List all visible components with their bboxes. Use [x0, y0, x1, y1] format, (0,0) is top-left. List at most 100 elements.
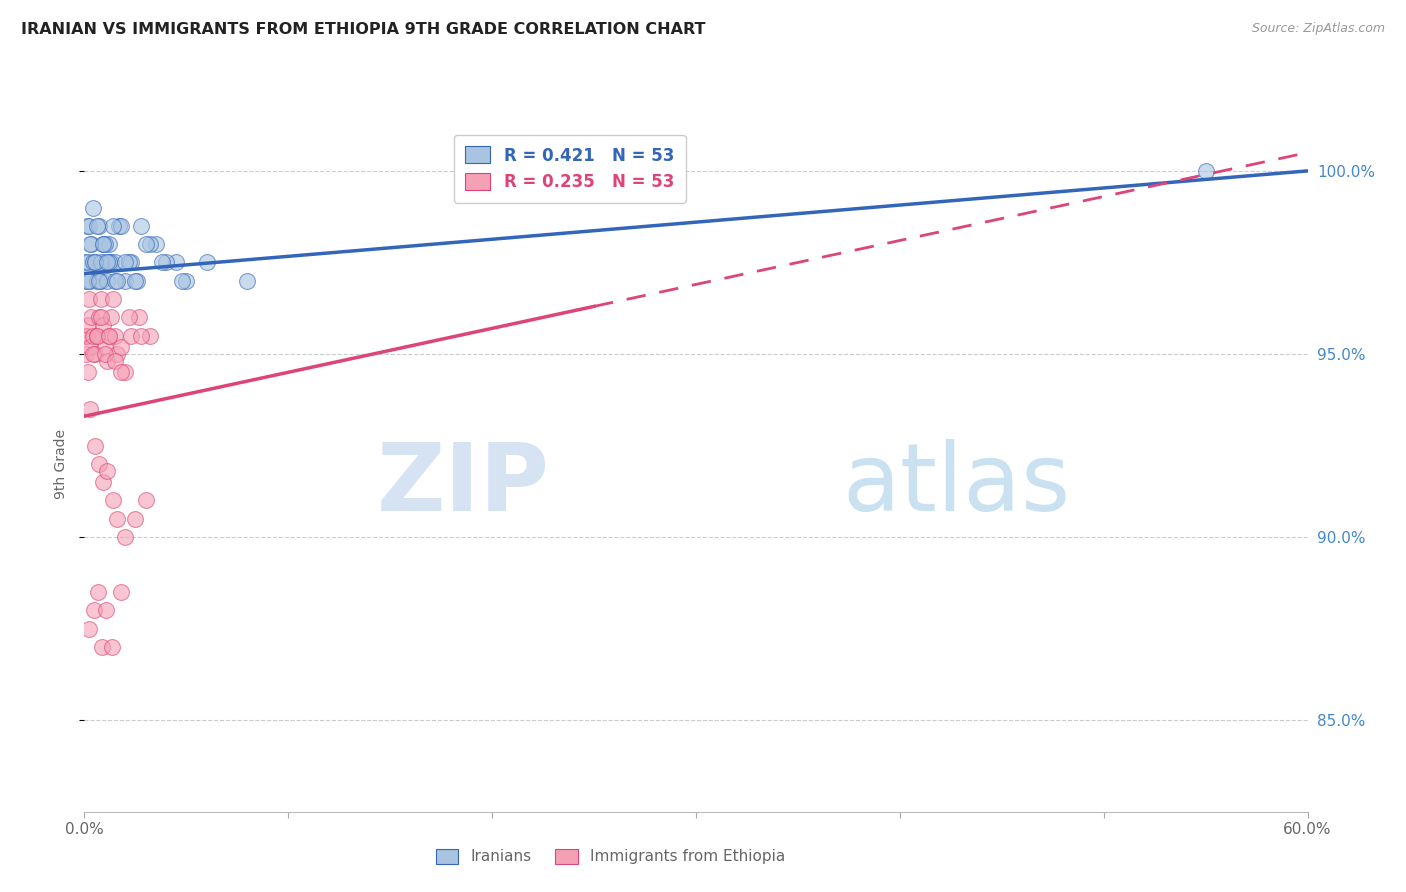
Point	[82, 255, 104, 269]
Point	[124, 274, 146, 288]
Point	[120, 328, 142, 343]
Point	[91, 237, 114, 252]
Point	[110, 340, 132, 354]
Point	[83, 255, 105, 269]
Point	[77, 365, 100, 379]
Point	[79, 219, 101, 233]
Point	[90, 292, 112, 306]
Point	[104, 255, 127, 269]
Point	[110, 585, 132, 599]
Point	[77, 255, 100, 269]
Point	[105, 274, 128, 288]
Point	[124, 512, 146, 526]
Point	[195, 255, 218, 269]
Point	[97, 255, 120, 269]
Point	[101, 292, 124, 306]
Point	[90, 274, 112, 288]
Point	[91, 237, 114, 252]
Point	[104, 354, 127, 368]
Point	[114, 255, 136, 269]
Point	[91, 475, 114, 490]
Text: atlas: atlas	[842, 439, 1071, 531]
Point	[105, 512, 128, 526]
Point	[104, 328, 127, 343]
Point	[583, 182, 606, 196]
Point	[114, 530, 136, 544]
Point	[75, 347, 97, 361]
Point	[86, 274, 108, 288]
Text: Source: ZipAtlas.com: Source: ZipAtlas.com	[1251, 22, 1385, 36]
Point	[150, 255, 173, 269]
Point	[105, 347, 128, 361]
Point	[93, 255, 117, 269]
Point	[145, 237, 167, 252]
Point	[79, 292, 101, 306]
Point	[86, 585, 108, 599]
Point	[77, 274, 100, 288]
Point	[87, 457, 110, 471]
Point	[79, 401, 101, 416]
Point	[118, 310, 141, 325]
Point	[83, 347, 105, 361]
Point	[110, 219, 132, 233]
Point	[100, 255, 122, 269]
Point	[96, 274, 118, 288]
Point	[128, 310, 150, 325]
Point	[114, 365, 136, 379]
Point	[90, 310, 112, 325]
Point	[76, 219, 98, 233]
Point	[108, 219, 131, 233]
Point	[97, 237, 120, 252]
Point	[90, 640, 112, 654]
Point	[86, 219, 108, 233]
Point	[80, 237, 103, 252]
Point	[75, 328, 97, 343]
Point	[97, 328, 120, 343]
Point	[87, 274, 110, 288]
Point	[138, 328, 160, 343]
Point	[135, 237, 157, 252]
Point	[86, 328, 108, 343]
Point	[80, 310, 103, 325]
Point	[135, 493, 157, 508]
Point	[174, 274, 197, 288]
Point	[83, 438, 105, 452]
Point	[104, 274, 127, 288]
Point	[77, 318, 100, 332]
Point	[79, 340, 101, 354]
Y-axis label: 9th Grade: 9th Grade	[55, 429, 69, 499]
Point	[131, 219, 153, 233]
Point	[93, 237, 117, 252]
Point	[1195, 164, 1218, 178]
Point	[75, 274, 97, 288]
Point	[101, 219, 124, 233]
Point	[110, 365, 132, 379]
Point	[91, 318, 114, 332]
Point	[96, 464, 118, 478]
Point	[87, 219, 110, 233]
Point	[75, 255, 97, 269]
Point	[93, 347, 117, 361]
Point	[87, 310, 110, 325]
Point	[90, 255, 112, 269]
Point	[118, 255, 141, 269]
Point	[97, 328, 120, 343]
Point	[100, 310, 122, 325]
Point	[83, 603, 105, 617]
Point	[101, 493, 124, 508]
Point	[131, 328, 153, 343]
Point	[138, 237, 160, 252]
Point	[236, 274, 259, 288]
Point	[96, 255, 118, 269]
Point	[82, 347, 104, 361]
Point	[94, 603, 117, 617]
Point	[101, 640, 124, 654]
Point	[79, 274, 101, 288]
Point	[165, 255, 187, 269]
Point	[96, 354, 118, 368]
Point	[76, 328, 98, 343]
Point	[127, 274, 149, 288]
Point	[93, 340, 117, 354]
Point	[83, 255, 105, 269]
Point	[120, 255, 142, 269]
